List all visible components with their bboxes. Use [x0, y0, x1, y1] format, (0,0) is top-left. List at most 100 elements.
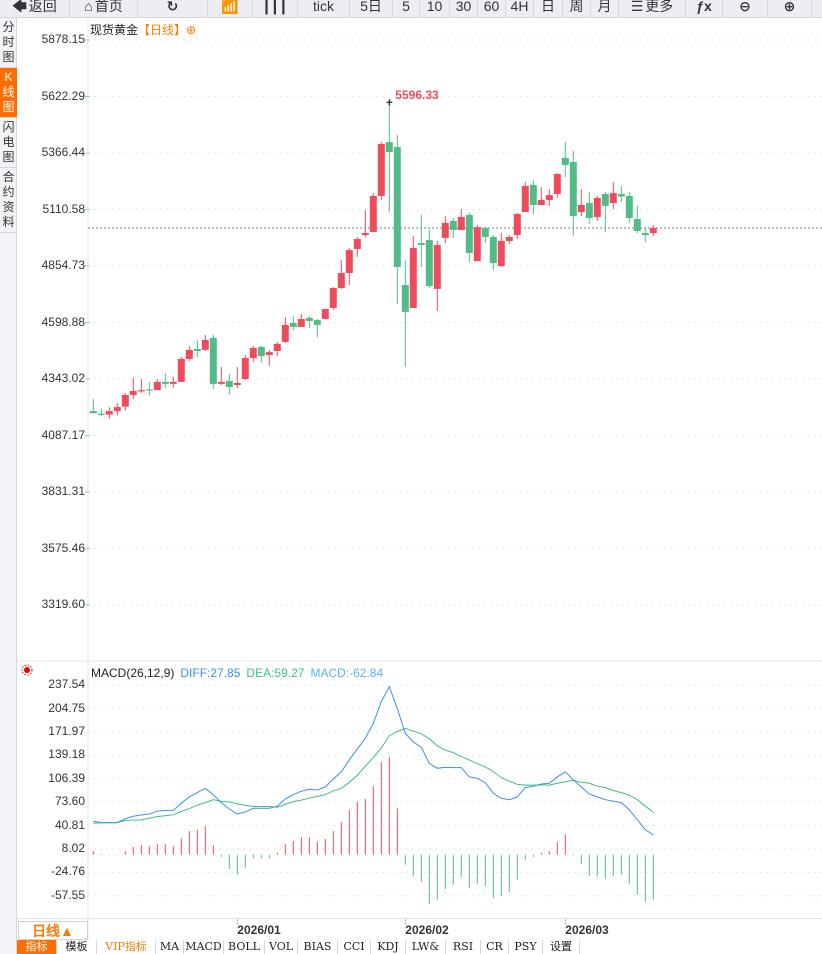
- indicator-tab-vol[interactable]: VOL: [265, 940, 298, 954]
- candle[interactable]: [233, 366, 241, 389]
- candle[interactable]: [441, 216, 449, 243]
- candle[interactable]: [617, 186, 625, 202]
- candle[interactable]: [105, 407, 113, 419]
- indicator-tab-设置[interactable]: 设置: [543, 940, 580, 954]
- indicator-tab-rsi[interactable]: RSI: [446, 940, 481, 954]
- indicator-tab-macd[interactable]: MACD: [184, 940, 224, 954]
- candle[interactable]: [129, 377, 137, 399]
- circle-plus-icon[interactable]: ⊕: [186, 23, 197, 37]
- candle[interactable]: [601, 191, 609, 232]
- candle[interactable]: [417, 214, 425, 268]
- toolbar-button-bar-chart[interactable]: 📶: [208, 0, 253, 18]
- toolbar-button-4H[interactable]: 4H: [506, 0, 534, 18]
- candle[interactable]: [145, 381, 153, 396]
- candle[interactable]: [449, 218, 457, 238]
- indicator-tab-cci[interactable]: CCI: [338, 940, 371, 954]
- candle[interactable]: [329, 286, 337, 310]
- candle[interactable]: [457, 208, 465, 230]
- candle[interactable]: [593, 195, 601, 221]
- candle[interactable]: [321, 309, 329, 319]
- left-tab-3[interactable]: 合约资料: [0, 168, 17, 233]
- gear-icon[interactable]: [21, 664, 33, 676]
- candle[interactable]: [137, 379, 145, 393]
- indicator-tab-psy[interactable]: PSY: [509, 940, 543, 954]
- indicator-tab-bias[interactable]: BIAS: [298, 940, 338, 954]
- candle[interactable]: [169, 377, 177, 389]
- candle[interactable]: [361, 210, 369, 238]
- candle[interactable]: [89, 398, 97, 414]
- toolbar-button-日[interactable]: 日: [534, 0, 563, 18]
- indicator-tab-cr[interactable]: CR: [481, 940, 509, 954]
- candle[interactable]: [385, 102, 393, 213]
- candle[interactable]: [217, 366, 225, 385]
- toolbar-button-zoom-in[interactable]: ⊕: [768, 0, 812, 18]
- candle[interactable]: [609, 182, 617, 209]
- candle[interactable]: [209, 334, 217, 389]
- candle[interactable]: [273, 341, 281, 357]
- candle[interactable]: [537, 187, 545, 206]
- candle[interactable]: [161, 373, 169, 389]
- candle[interactable]: [561, 142, 569, 177]
- toolbar-button-首页[interactable]: ⌂ 首页: [70, 0, 138, 18]
- candle[interactable]: [281, 316, 289, 344]
- candle[interactable]: [545, 189, 553, 206]
- toolbar-button-返回[interactable]: 🡄 返回: [0, 0, 70, 18]
- indicator-tab-vip指标[interactable]: VIP指标: [97, 940, 156, 954]
- candle[interactable]: [465, 212, 473, 262]
- candle[interactable]: [513, 212, 521, 240]
- candle[interactable]: [337, 259, 345, 289]
- toolbar-button-月[interactable]: 月: [591, 0, 619, 18]
- candle[interactable]: [121, 392, 129, 411]
- toolbar-button-60[interactable]: 60: [478, 0, 506, 18]
- toolbar-button-5[interactable]: 5: [393, 0, 420, 18]
- candle[interactable]: [569, 150, 577, 236]
- toolbar-button-refresh[interactable]: ↻: [138, 0, 208, 18]
- candle[interactable]: [97, 408, 105, 417]
- candle[interactable]: [481, 227, 489, 243]
- toolbar-button-fx[interactable]: ƒx: [686, 0, 723, 18]
- candle[interactable]: [265, 350, 273, 367]
- candle[interactable]: [345, 248, 353, 285]
- period-button[interactable]: 日线▲: [18, 921, 88, 940]
- candle[interactable]: [249, 345, 257, 363]
- candle[interactable]: [633, 205, 641, 234]
- toolbar-button-周[interactable]: 周: [563, 0, 591, 18]
- indicator-tab-lw&[interactable]: LW&: [406, 940, 446, 954]
- candle[interactable]: [289, 316, 297, 331]
- candle[interactable]: [521, 182, 529, 213]
- candle[interactable]: [425, 229, 433, 289]
- toolbar-button-tick[interactable]: tick: [298, 0, 350, 18]
- left-tab-1[interactable]: K线图: [0, 68, 17, 118]
- toolbar-button-30[interactable]: 30: [450, 0, 478, 18]
- indicator-tab-模板[interactable]: 模板: [57, 940, 97, 954]
- candle[interactable]: [393, 134, 401, 304]
- candle[interactable]: [225, 373, 233, 395]
- candle[interactable]: [409, 235, 417, 308]
- toolbar-button-10[interactable]: 10: [420, 0, 450, 18]
- candle[interactable]: [297, 313, 305, 327]
- candle[interactable]: [625, 191, 633, 223]
- candle[interactable]: [433, 241, 441, 312]
- candle[interactable]: [153, 379, 161, 391]
- candle[interactable]: [529, 180, 537, 215]
- candle[interactable]: [401, 259, 409, 367]
- candle[interactable]: [185, 345, 193, 361]
- candle[interactable]: [649, 225, 657, 236]
- toolbar-button-zoom-out[interactable]: ⊖: [723, 0, 768, 18]
- candle[interactable]: [113, 403, 121, 416]
- candle[interactable]: [313, 318, 321, 338]
- indicator-tab-指标[interactable]: 指标: [17, 940, 57, 954]
- left-tab-2[interactable]: 闪电图: [0, 118, 17, 168]
- candle[interactable]: [377, 142, 385, 200]
- left-tab-0[interactable]: 分时图: [0, 18, 17, 68]
- candle[interactable]: [505, 235, 513, 245]
- candle[interactable]: [305, 316, 313, 329]
- indicator-tab-ma[interactable]: MA: [156, 940, 184, 954]
- candle[interactable]: [497, 233, 505, 268]
- candle[interactable]: [473, 225, 481, 262]
- candle[interactable]: [553, 172, 561, 198]
- candle[interactable]: [641, 227, 649, 243]
- indicator-tab-kdj[interactable]: KDJ: [371, 940, 406, 954]
- toolbar-button-5日[interactable]: 5日: [350, 0, 393, 18]
